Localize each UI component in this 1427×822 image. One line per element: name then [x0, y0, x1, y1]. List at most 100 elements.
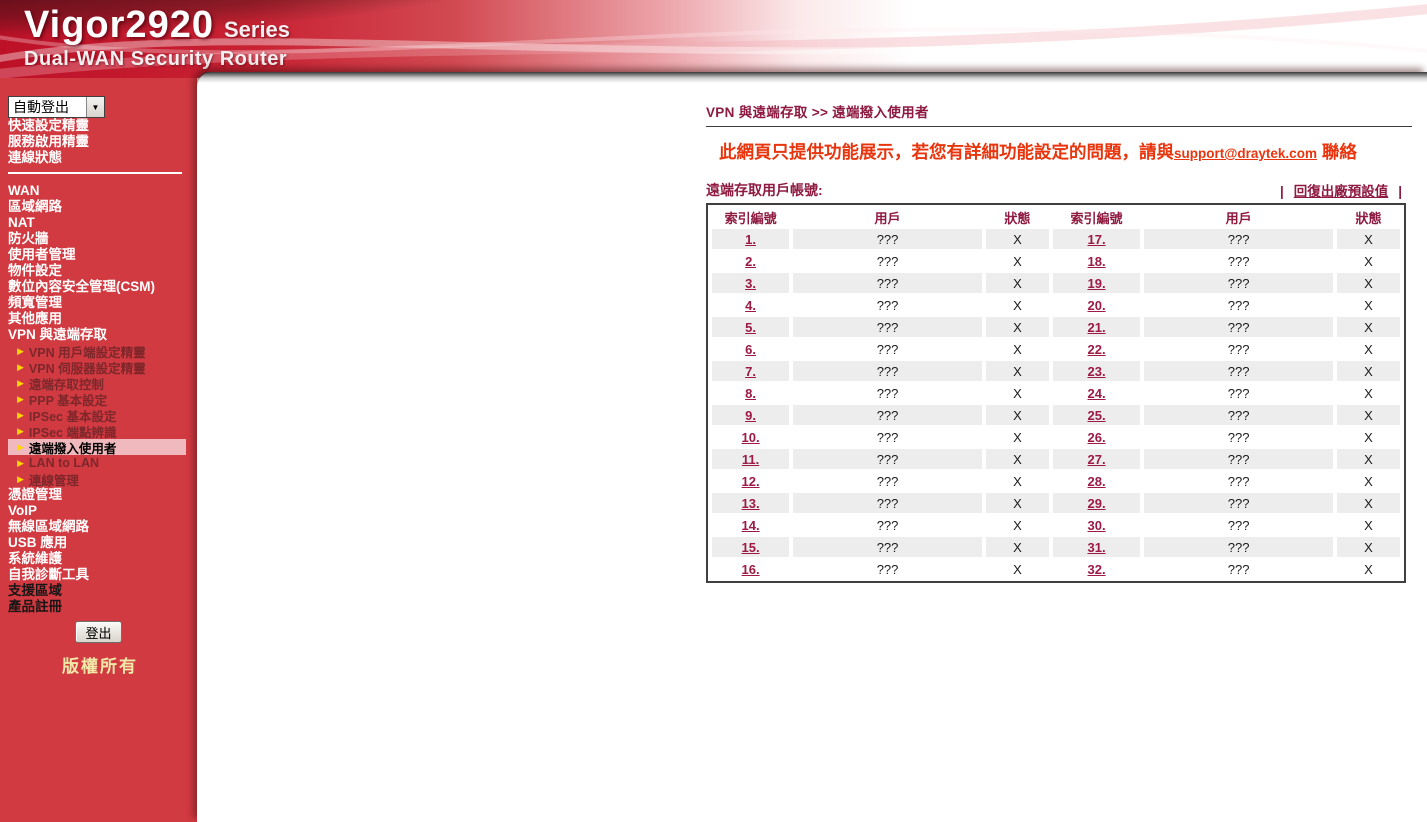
- status-cell: X: [1337, 229, 1400, 249]
- sidebar-subitem-label: IPSec 端點辨識: [28, 425, 117, 440]
- user-cell: ???: [1144, 537, 1333, 557]
- index-link[interactable]: 10.: [741, 429, 760, 445]
- sidebar-item[interactable]: 憑證管理: [8, 487, 62, 502]
- user-cell: ???: [1144, 515, 1333, 535]
- sidebar-item[interactable]: 區域網路: [8, 199, 62, 214]
- sidebar-subitem[interactable]: ▶ IPSec 基本設定: [8, 407, 197, 424]
- remote-dial-in-user-table: 索引編號 用戶 狀態 索引編號 用戶 狀態 1.??? X 17.??? X 2.???…: [706, 203, 1406, 583]
- index-link[interactable]: 1.: [745, 231, 756, 247]
- index-link[interactable]: 26.: [1087, 429, 1106, 445]
- sidebar-item[interactable]: 服務啟用精靈: [8, 134, 89, 149]
- user-cell: ???: [1144, 383, 1333, 403]
- index-link[interactable]: 3.: [745, 275, 756, 291]
- triangle-icon: ▶: [17, 346, 24, 356]
- col-header-index: 索引編號: [1052, 207, 1141, 227]
- status-cell: X: [1337, 317, 1400, 337]
- index-link[interactable]: 9.: [745, 407, 756, 423]
- sidebar-subitem[interactable]: ▶ 連線管理: [8, 471, 197, 488]
- brand-logo: Vigor2920 Series Dual-WAN Security Router: [24, 4, 290, 71]
- index-link[interactable]: 24.: [1087, 385, 1106, 401]
- sidebar-item[interactable]: 產品註冊: [8, 599, 62, 614]
- sidebar-subitem[interactable]: ▶ 遠端存取控制: [8, 375, 197, 392]
- index-link[interactable]: 22.: [1087, 341, 1106, 357]
- status-cell: X: [985, 251, 1049, 271]
- index-link[interactable]: 5.: [745, 319, 756, 335]
- sidebar-item[interactable]: WAN: [8, 183, 40, 198]
- index-link[interactable]: 14.: [741, 517, 760, 533]
- index-link[interactable]: 18.: [1087, 253, 1106, 269]
- sidebar-subitem[interactable]: ▶ LAN to LAN: [8, 455, 197, 471]
- index-link[interactable]: 29.: [1087, 495, 1106, 511]
- restore-defaults-link[interactable]: 回復出廠預設值: [1293, 184, 1389, 199]
- logout-button[interactable]: 登出: [75, 621, 122, 643]
- sidebar-subitem[interactable]: ▶ VPN 用戶端設定精靈: [8, 343, 197, 360]
- sidebar-item[interactable]: USB 應用: [8, 535, 68, 550]
- index-link[interactable]: 28.: [1087, 473, 1106, 489]
- sidebar-item[interactable]: 支援區域: [8, 583, 62, 598]
- index-link[interactable]: 23.: [1087, 363, 1106, 379]
- index-cell: 5.: [712, 317, 790, 337]
- col-header-index: 索引編號: [712, 207, 790, 227]
- user-cell: ???: [1144, 449, 1333, 469]
- status-cell: X: [985, 537, 1049, 557]
- support-email-link[interactable]: support@draytek.com: [1174, 146, 1317, 161]
- sidebar-item[interactable]: 連線狀態: [8, 150, 62, 165]
- sidebar-item[interactable]: 物件設定: [8, 263, 62, 278]
- index-link[interactable]: 12.: [741, 473, 760, 489]
- index-link[interactable]: 15.: [741, 539, 760, 555]
- index-cell: 4.: [712, 295, 790, 315]
- status-cell: X: [985, 339, 1049, 359]
- table-row: 16.??? X 32.??? X: [712, 559, 1400, 579]
- index-link[interactable]: 8.: [745, 385, 756, 401]
- table-row: 6.??? X 22.??? X: [712, 339, 1400, 359]
- index-link[interactable]: 4.: [745, 297, 756, 313]
- sidebar-subitem[interactable]: ▶ VPN 伺服器設定精靈: [8, 359, 197, 376]
- index-link[interactable]: 17.: [1087, 231, 1106, 247]
- auto-logout-select[interactable]: 自動登出 ▼: [8, 96, 105, 118]
- sidebar-item[interactable]: VoIP: [8, 503, 38, 518]
- sidebar-item[interactable]: 自我診斷工具: [8, 567, 89, 582]
- table-row: 4.??? X 20.??? X: [712, 295, 1400, 315]
- index-link[interactable]: 30.: [1087, 517, 1106, 533]
- index-cell: 7.: [712, 361, 790, 381]
- index-link[interactable]: 11.: [741, 451, 760, 467]
- index-link[interactable]: 32.: [1087, 561, 1106, 577]
- table-row: 12.??? X 28.??? X: [712, 471, 1400, 491]
- sidebar-item[interactable]: 防火牆: [8, 231, 49, 246]
- sidebar-item[interactable]: VPN 與遠端存取: [8, 327, 108, 342]
- user-cell: ???: [793, 339, 982, 359]
- index-link[interactable]: 7.: [745, 363, 756, 379]
- index-link[interactable]: 16.: [741, 561, 760, 577]
- sidebar-item[interactable]: NAT: [8, 215, 35, 230]
- product-subtitle: Dual-WAN Security Router: [24, 48, 288, 70]
- table-row: 5.??? X 21.??? X: [712, 317, 1400, 337]
- status-cell: X: [1337, 339, 1400, 359]
- sidebar-background: [0, 0, 197, 822]
- triangle-icon: ▶: [17, 442, 24, 452]
- index-link[interactable]: 25.: [1087, 407, 1106, 423]
- restore-defaults-area: | 回復出廠預設值 |: [1270, 180, 1412, 200]
- chevron-down-icon[interactable]: ▼: [86, 97, 104, 117]
- status-cell: X: [1337, 449, 1400, 469]
- index-link[interactable]: 20.: [1087, 297, 1106, 313]
- sidebar-item[interactable]: 無線區域網路: [8, 519, 89, 534]
- sidebar-item[interactable]: 其他應用: [8, 311, 62, 326]
- index-link[interactable]: 2.: [745, 253, 756, 269]
- index-link[interactable]: 31.: [1087, 539, 1106, 555]
- sidebar-item[interactable]: 快速設定精靈: [8, 118, 89, 133]
- index-link[interactable]: 21.: [1087, 319, 1106, 335]
- sidebar-item[interactable]: 數位內容安全管理(CSM): [8, 279, 155, 294]
- sidebar-item[interactable]: 頻寬管理: [8, 295, 62, 310]
- sidebar-subitem[interactable]: ▶ 遠端撥入使用者: [8, 439, 186, 456]
- index-link[interactable]: 27.: [1087, 451, 1106, 467]
- sidebar-subitem[interactable]: ▶ IPSec 端點辨識: [8, 423, 197, 440]
- index-cell: 14.: [712, 515, 790, 535]
- notice-text-prefix: 此網頁只提供功能展示，若您有詳細功能設定的問題，請與: [719, 142, 1174, 162]
- sidebar-item[interactable]: 系統維護: [8, 551, 62, 566]
- index-link[interactable]: 13.: [741, 495, 760, 511]
- sidebar-subitem[interactable]: ▶ PPP 基本設定: [8, 391, 197, 408]
- index-link[interactable]: 6.: [745, 341, 756, 357]
- index-link[interactable]: 19.: [1087, 275, 1106, 291]
- sidebar-subitem-label: PPP 基本設定: [28, 393, 108, 408]
- sidebar-item[interactable]: 使用者管理: [8, 247, 76, 262]
